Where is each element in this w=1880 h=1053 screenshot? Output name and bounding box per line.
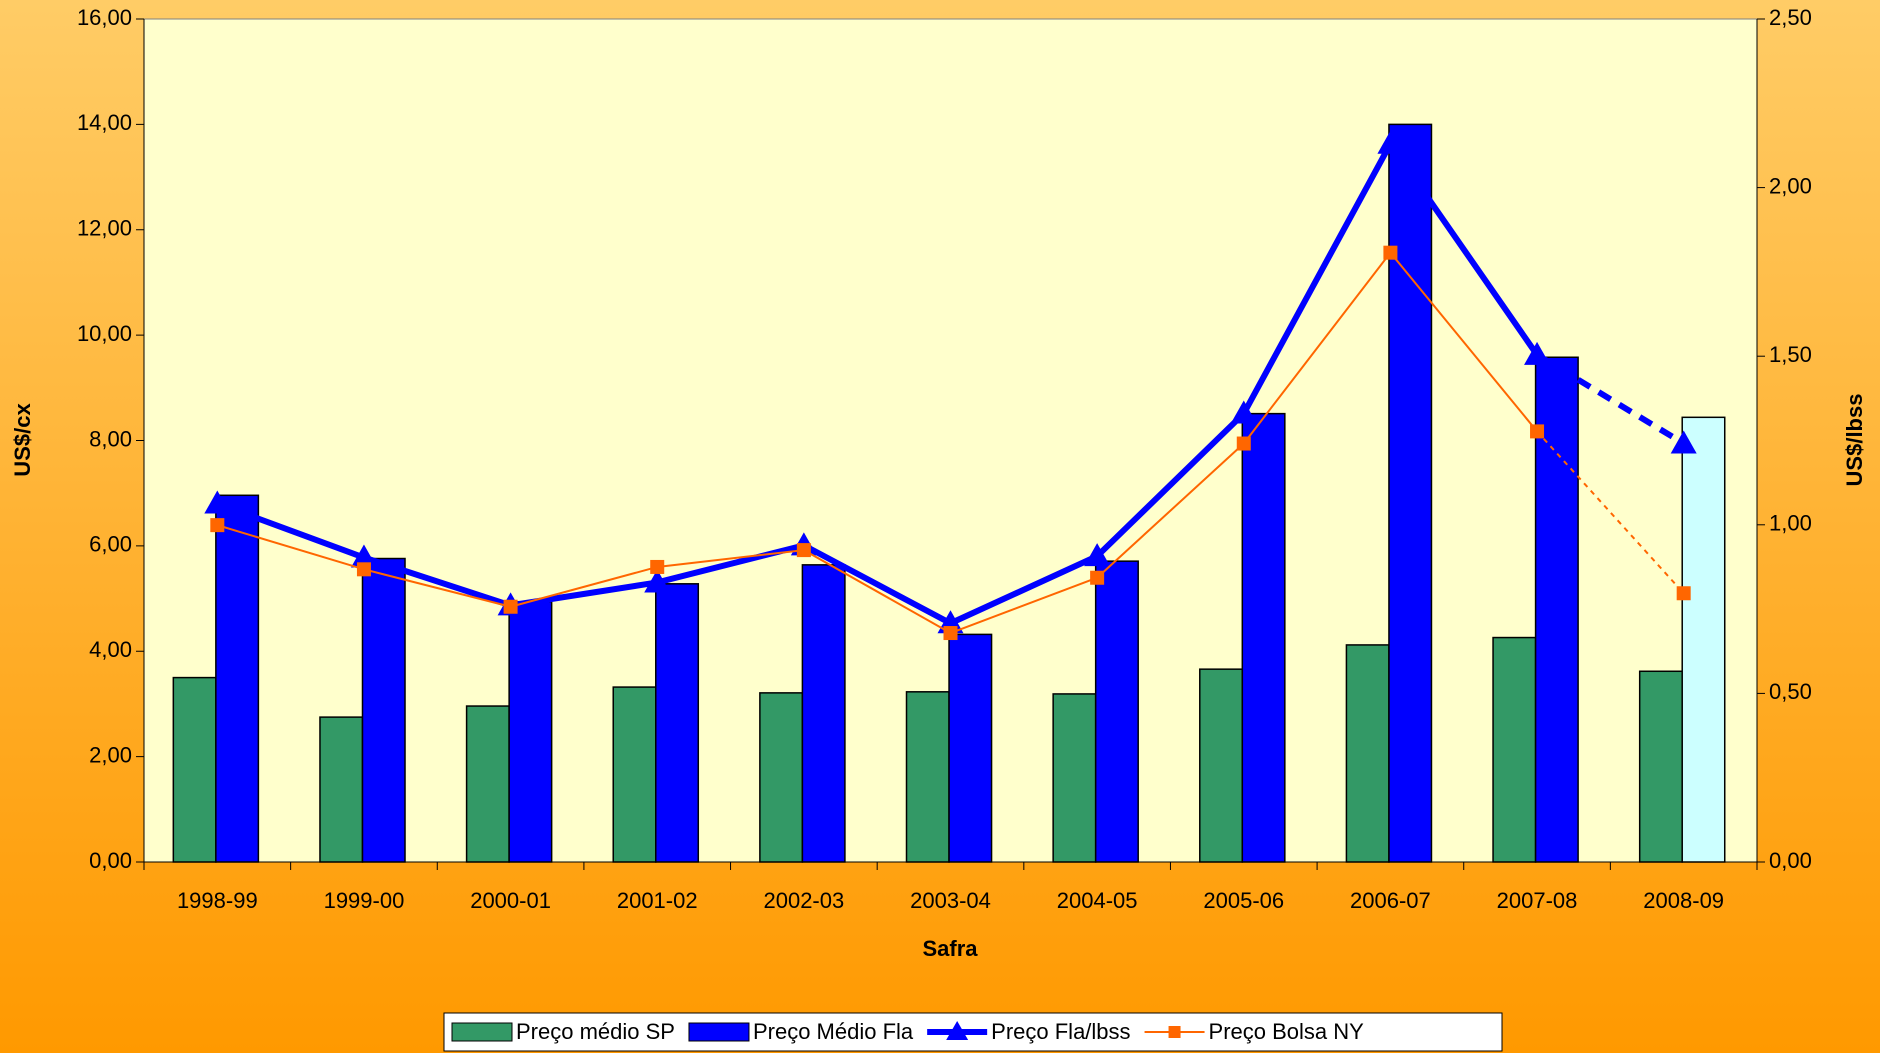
line-projection bbox=[1536, 430, 1685, 594]
bar bbox=[759, 692, 804, 863]
marker bbox=[1383, 245, 1398, 260]
bar bbox=[1534, 356, 1579, 863]
marker bbox=[1530, 424, 1545, 439]
bar bbox=[948, 633, 993, 863]
marker bbox=[350, 544, 377, 568]
marker bbox=[210, 518, 225, 533]
x-tick-label: 1999-00 bbox=[324, 888, 405, 913]
x-tick-label: 2008-09 bbox=[1643, 888, 1724, 913]
bar bbox=[1241, 412, 1286, 863]
legend: Preço médio SP Preço Médio Fla Preço Fla/l… bbox=[443, 1012, 1503, 1052]
x-tick-label: 2004-05 bbox=[1057, 888, 1138, 913]
y-tick-label: 8,00 bbox=[89, 426, 132, 451]
y-tick-label: 4,00 bbox=[89, 637, 132, 662]
y-tick-label: 2,00 bbox=[89, 742, 132, 767]
y-axis-label: US$/cx bbox=[10, 403, 35, 477]
y-tick-label: 0,00 bbox=[89, 848, 132, 873]
marker bbox=[1524, 341, 1551, 365]
y-tick-label: 16,00 bbox=[77, 5, 132, 30]
x-tick-label: 2005-06 bbox=[1203, 888, 1284, 913]
marker bbox=[1676, 586, 1691, 601]
y2-tick-label: 1,50 bbox=[1769, 342, 1812, 367]
y-tick-label: 14,00 bbox=[77, 110, 132, 135]
bar bbox=[1094, 560, 1139, 863]
y2-tick-label: 0,00 bbox=[1769, 848, 1812, 873]
bar bbox=[1638, 670, 1683, 863]
legend-label: Preço Bolsa NY bbox=[1209, 1019, 1365, 1044]
marker bbox=[1230, 400, 1257, 424]
legend-marker bbox=[946, 1021, 969, 1040]
bar bbox=[215, 494, 260, 863]
y2-axis-label: US$/lbss bbox=[1842, 394, 1867, 487]
bar bbox=[1345, 644, 1390, 863]
bar bbox=[319, 716, 364, 863]
bar bbox=[655, 583, 700, 863]
legend-label: Preço Médio Fla bbox=[753, 1019, 914, 1044]
bar bbox=[1052, 693, 1097, 863]
x-tick-label: 2007-08 bbox=[1497, 888, 1578, 913]
marker bbox=[644, 569, 671, 593]
bar bbox=[905, 691, 950, 863]
marker bbox=[503, 599, 518, 614]
legend-marker bbox=[1168, 1026, 1181, 1038]
bar bbox=[801, 564, 846, 863]
marker bbox=[650, 559, 665, 574]
bar bbox=[1492, 636, 1537, 863]
bar bbox=[1388, 123, 1433, 863]
bar bbox=[172, 676, 217, 863]
marker bbox=[356, 562, 371, 577]
x-axis-label: Safra bbox=[922, 936, 978, 961]
marker bbox=[1084, 543, 1111, 567]
y-tick-label: 12,00 bbox=[77, 216, 132, 241]
line bbox=[217, 251, 1538, 635]
legend-swatch bbox=[688, 1022, 750, 1042]
x-tick-label: 1998-99 bbox=[177, 888, 258, 913]
marker bbox=[1670, 430, 1697, 454]
bar bbox=[361, 557, 406, 863]
marker bbox=[796, 543, 811, 558]
legend-label: Preço Fla/lbss bbox=[991, 1019, 1130, 1044]
x-tick-label: 2000-01 bbox=[470, 888, 551, 913]
marker bbox=[1236, 436, 1251, 451]
bar bbox=[1681, 416, 1726, 863]
marker bbox=[204, 490, 231, 514]
y2-tick-label: 2,50 bbox=[1769, 5, 1812, 30]
y-tick-label: 10,00 bbox=[77, 321, 132, 346]
bar bbox=[612, 686, 657, 863]
x-tick-label: 2001-02 bbox=[617, 888, 698, 913]
line bbox=[216, 140, 1540, 627]
legend-label: Preço médio SP bbox=[516, 1019, 675, 1044]
y-tick-label: 6,00 bbox=[89, 532, 132, 557]
bar bbox=[508, 600, 553, 863]
marker bbox=[943, 626, 958, 641]
bar bbox=[465, 705, 510, 863]
marker bbox=[1377, 130, 1404, 154]
y2-tick-label: 1,00 bbox=[1769, 511, 1812, 536]
bar bbox=[1199, 668, 1244, 863]
x-tick-label: 2006-07 bbox=[1350, 888, 1431, 913]
legend-swatch bbox=[451, 1022, 513, 1042]
y2-tick-label: 0,50 bbox=[1769, 679, 1812, 704]
y2-tick-label: 2,00 bbox=[1769, 173, 1812, 198]
x-tick-label: 2002-03 bbox=[763, 888, 844, 913]
x-tick-label: 2003-04 bbox=[910, 888, 991, 913]
marker bbox=[1090, 570, 1105, 585]
line-projection bbox=[1535, 352, 1686, 447]
